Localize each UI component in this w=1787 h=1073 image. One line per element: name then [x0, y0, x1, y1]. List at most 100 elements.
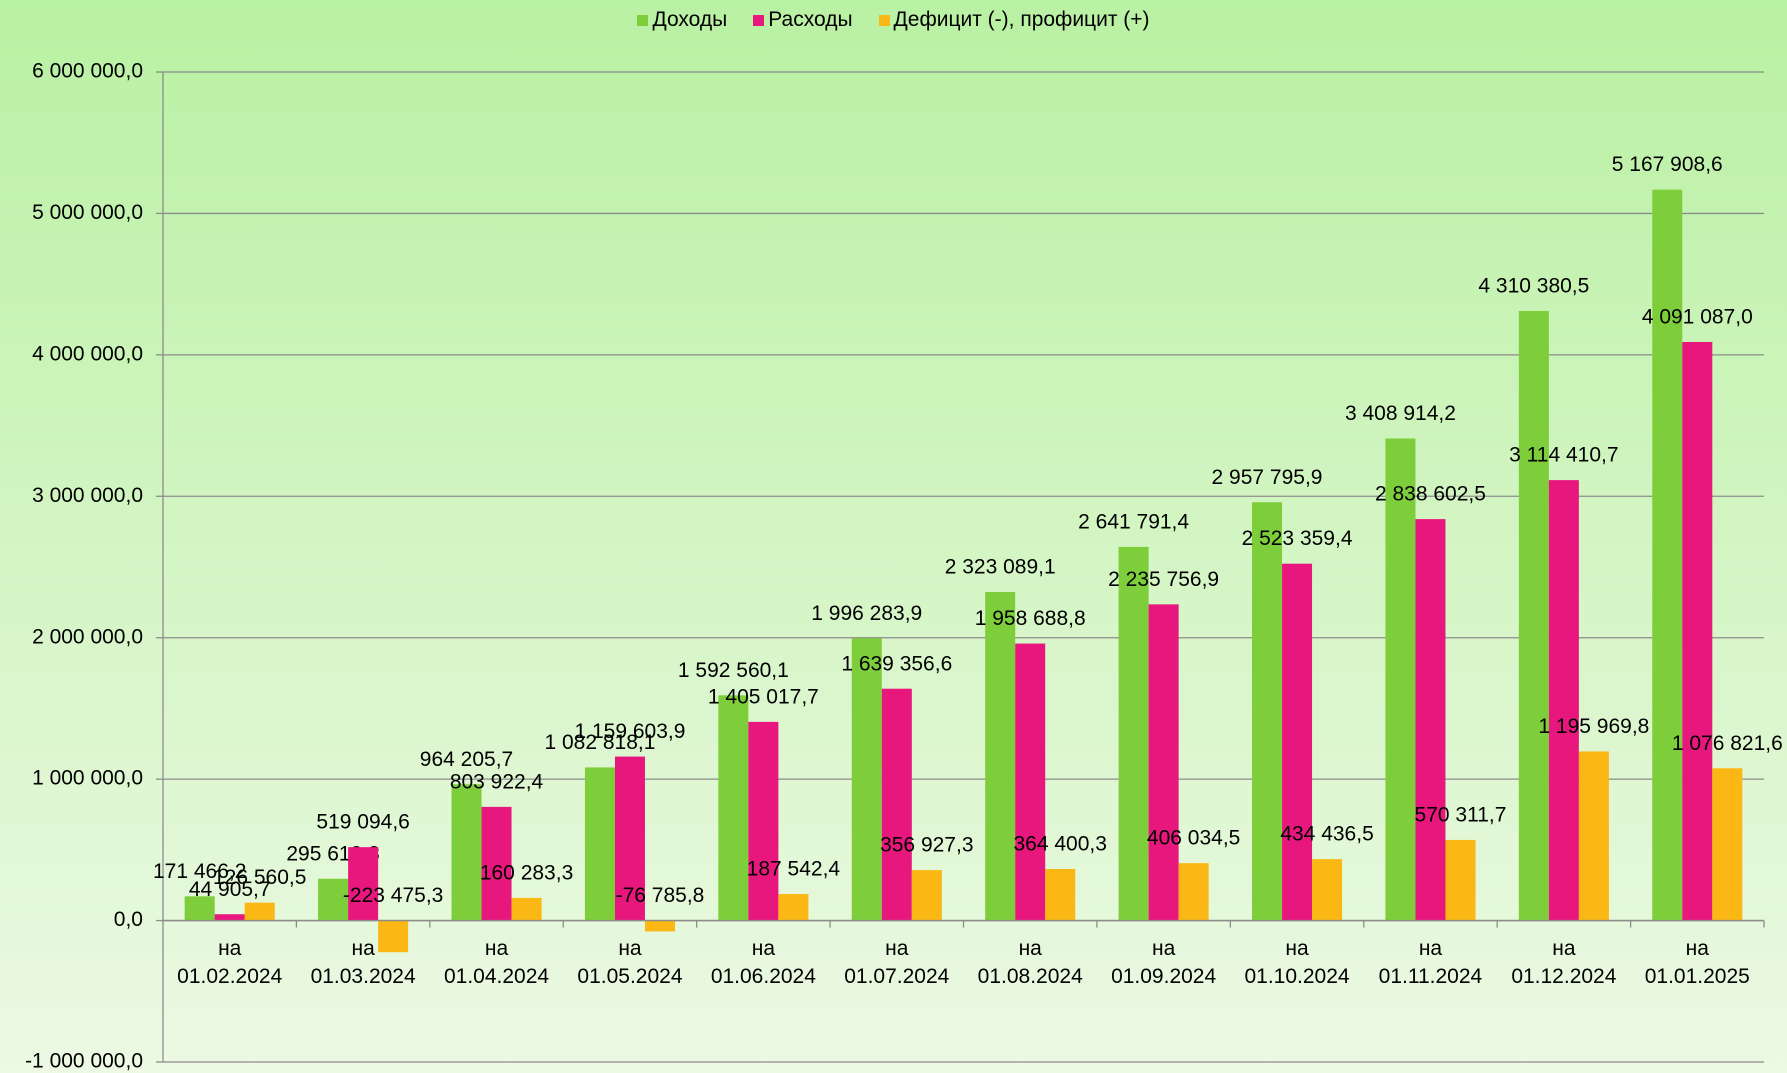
data-label: 1 405 017,7 [708, 685, 819, 708]
data-label: 5 167 908,6 [1612, 153, 1723, 176]
bar [244, 902, 275, 921]
bar [1045, 869, 1076, 921]
x-tick-label: на 01.09.2024 [1111, 936, 1217, 988]
data-label: 44 905,7 [189, 878, 271, 901]
bar [1712, 768, 1743, 921]
bar [1282, 563, 1313, 921]
data-label: -76 785,8 [616, 884, 705, 907]
bar [1312, 859, 1343, 921]
data-label: 1 958 688,8 [975, 607, 1086, 630]
data-label: 1 082 818,1 [544, 731, 655, 754]
bar [1652, 189, 1683, 921]
legend-item: Доходы [637, 8, 727, 32]
data-label: 406 034,5 [1147, 827, 1240, 850]
data-label: 4 310 380,5 [1478, 275, 1589, 298]
data-label: 570 311,7 [1415, 803, 1507, 826]
legend-swatch [637, 14, 649, 26]
bar [1118, 546, 1149, 921]
x-tick-label: на 01.12.2024 [1511, 936, 1617, 988]
data-label: 2 641 791,4 [1078, 510, 1189, 533]
data-label: 1 159 603,9 [574, 720, 685, 743]
y-tick-label: 0,0 [114, 908, 143, 931]
data-label: 171 466,2 [153, 860, 246, 883]
x-tick-label: на 01.11.2024 [1378, 936, 1483, 988]
bar [1445, 839, 1476, 921]
y-tick-label: 3 000 000,0 [32, 484, 143, 507]
data-label: 4 091 087,0 [1642, 306, 1753, 329]
data-label: -223 475,3 [343, 884, 443, 907]
bar [718, 695, 749, 921]
data-label: 2 323 089,1 [945, 556, 1056, 579]
data-label: 964 205,7 [420, 748, 513, 771]
data-label: 160 283,3 [480, 861, 573, 884]
data-label: 1 076 821,6 [1672, 732, 1783, 755]
legend-label: Дефицит (-), профицит (+) [893, 8, 1150, 31]
data-label: 1 195 969,8 [1538, 715, 1649, 738]
y-tick-label: 6 000 000,0 [32, 60, 143, 83]
bar [1578, 751, 1609, 921]
bar [911, 870, 942, 921]
y-tick-label: 4 000 000,0 [32, 342, 143, 365]
x-tick-label: на 01.04.2024 [443, 936, 550, 988]
bar [1682, 341, 1713, 921]
bar [1252, 502, 1283, 921]
bar [1548, 480, 1579, 921]
bar [614, 756, 645, 921]
y-tick-label: -1 000 000,0 [25, 1050, 143, 1073]
data-label: 364 400,3 [1014, 833, 1107, 856]
bar [378, 920, 409, 953]
data-label: 187 542,4 [747, 858, 841, 881]
data-label: 1 996 283,9 [811, 602, 922, 625]
bar [348, 847, 379, 921]
bar [1015, 643, 1046, 921]
data-label: 356 927,3 [880, 834, 973, 857]
x-tick-label: на 01.10.2024 [1244, 936, 1350, 988]
legend-swatch [753, 14, 765, 26]
x-tick-label: на 01.08.2024 [977, 936, 1083, 988]
bar [451, 784, 482, 921]
bar [1415, 519, 1446, 921]
bar [511, 897, 542, 921]
bar [481, 806, 512, 921]
bar [1178, 863, 1209, 921]
bar [748, 721, 779, 921]
bar [851, 638, 882, 921]
y-tick-label: 5 000 000,0 [32, 201, 143, 224]
legend: Доходы Расходы Дефицит (-), профицит (+) [0, 8, 1787, 32]
bar [644, 920, 675, 932]
legend-swatch [878, 14, 890, 26]
bar [985, 592, 1016, 921]
x-tick-label: на 01.02.2024 [177, 936, 283, 988]
data-label: 2 235 756,9 [1108, 568, 1219, 591]
y-tick-label: 1 000 000,0 [32, 767, 143, 790]
legend-item: Дефицит (-), профицит (+) [878, 8, 1150, 32]
data-label: 519 094,6 [316, 811, 409, 834]
data-label: 803 922,4 [450, 770, 544, 793]
bar [584, 767, 615, 921]
bar [778, 894, 809, 921]
data-label: 2 957 795,9 [1212, 466, 1323, 489]
data-label: 126 560,5 [213, 866, 306, 889]
bar [184, 896, 215, 921]
data-label: 3 408 914,2 [1345, 402, 1456, 425]
data-label: 1 639 356,6 [841, 652, 952, 675]
bar [318, 878, 349, 921]
data-label: 1 592 560,1 [678, 659, 789, 682]
legend-label: Доходы [652, 8, 728, 31]
x-tick-label: на 01.07.2024 [844, 936, 950, 988]
x-tick-label: на 01.05.2024 [577, 936, 683, 988]
data-label: 3 114 410,7 [1509, 444, 1618, 467]
bar [881, 688, 912, 921]
data-label: 2 838 602,5 [1375, 483, 1486, 506]
x-tick-label: на 01.06.2024 [710, 936, 816, 988]
data-label: 434 436,5 [1280, 823, 1373, 846]
legend-item: Расходы [753, 8, 853, 32]
bar [214, 914, 245, 921]
bar [1148, 604, 1179, 921]
x-tick-label: на 01.01.2025 [1644, 936, 1750, 988]
bar [1518, 310, 1549, 921]
data-label: 2 523 359,4 [1242, 527, 1353, 550]
y-tick-label: 2 000 000,0 [32, 625, 143, 648]
